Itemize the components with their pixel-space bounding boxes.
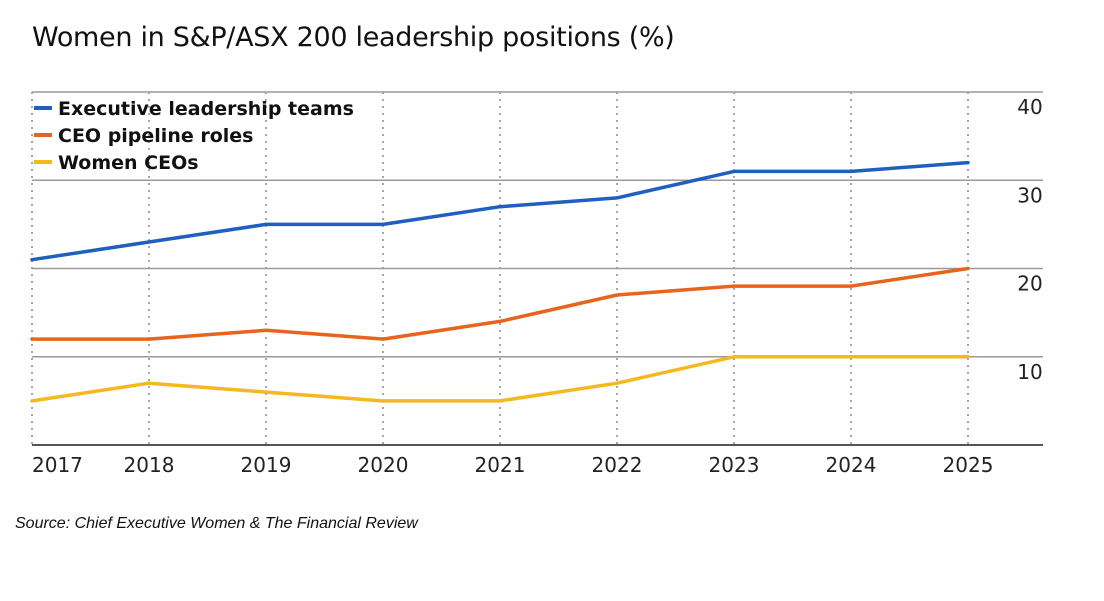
x-tick-label-2022: 2022 — [592, 453, 643, 477]
x-tick-label-2025: 2025 — [943, 453, 994, 477]
x-tick-label-2024: 2024 — [826, 453, 877, 477]
series-line-women-ceos — [30, 355, 970, 403]
legend-swatch-1 — [34, 133, 52, 137]
legend: Executive leadership teams CEO pipeline r… — [34, 98, 354, 174]
y-tick-label-40: 40 — [1017, 95, 1042, 119]
grid — [31, 91, 1043, 446]
legend-label-2: Women CEOs — [58, 152, 199, 174]
y-tick-label-20: 20 — [1017, 272, 1042, 296]
y-tick-label-30: 30 — [1017, 183, 1042, 207]
x-tick-label-2018: 2018 — [124, 453, 175, 477]
chart-title: Women in S&P/ASX 200 leadership position… — [32, 22, 675, 53]
legend-swatch-2 — [34, 160, 52, 164]
x-tick-label-2023: 2023 — [709, 453, 760, 477]
legend-swatch-0 — [34, 106, 52, 110]
x-tick-label-2017: 2017 — [32, 453, 83, 477]
x-axis-ticks: 2017 2018 2019 2020 2021 2022 2023 2024 2025 — [32, 453, 993, 477]
source-note: Source: Chief Executive Women & The Fina… — [15, 515, 418, 532]
series-line-executive-leadership-teams — [30, 160, 970, 262]
y-axis-ticks: 10 20 30 40 — [1017, 95, 1042, 384]
series-line-ceo-pipeline-roles — [30, 266, 970, 341]
series-lines — [30, 160, 970, 403]
y-tick-label-10: 10 — [1017, 360, 1042, 384]
x-tick-label-2020: 2020 — [358, 453, 409, 477]
x-tick-label-2019: 2019 — [241, 453, 292, 477]
legend-label-1: CEO pipeline roles — [58, 125, 253, 147]
line-chart: 2017 2018 2019 2020 2021 2022 2023 2024 2025 10 2… — [30, 91, 1043, 477]
x-tick-label-2021: 2021 — [475, 453, 526, 477]
legend-label-0: Executive leadership teams — [58, 98, 354, 120]
